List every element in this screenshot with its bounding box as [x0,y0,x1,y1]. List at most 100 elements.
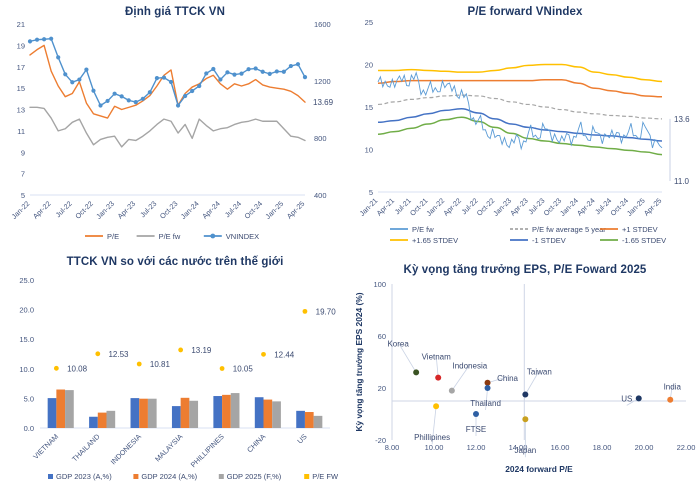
scatter-x-tick: 10.00 [425,443,444,452]
scatter-point-label: FTSE [466,425,486,434]
scatter-y-tick: 60 [378,332,386,341]
valuation-datapoint [133,99,138,105]
world-legend-label: P/E FW [312,472,339,481]
scatter-leader-line [435,355,439,378]
pe-forward-legend-label: +1 STDEV [622,225,658,234]
world-bar [97,412,107,428]
world-pefw-marker [261,351,266,357]
valuation-datapoint [288,63,293,69]
scatter-y-tick: 20 [378,384,386,393]
scatter-x-tick: 18.00 [593,443,612,452]
valuation-x-tick: Jan-22 [10,199,32,221]
panel-valuation: Định giá TTCK VN 21 19 17 15 13 11 9 7 5 1600 1200… [0,0,350,250]
eps-scatter-chart-title: Kỳ vọng tăng trưởng EPS, P/E Foward 2025 [403,264,647,276]
scatter-x-axis-title: 2024 forward P/E [505,464,573,474]
world-bar [56,389,66,428]
valuation-datapoint [98,103,103,108]
valuation-datapoint [204,71,209,76]
world-legend-swatch [218,474,224,479]
valuation-x-tick: Jul-23 [138,199,158,219]
world-x-tick: PHILLIPINES [189,432,226,469]
pe-forward-series-pefw [377,71,663,151]
valuation-datapoint [211,66,216,72]
valuation-datapoint [77,77,82,82]
world-y-tick: 20.0 [19,306,34,315]
world-compare-chart-title: TTCK VN so với các nước trên thế giới [66,256,284,268]
world-bar [222,394,231,428]
valuation-x-tick: Jan-25 [263,199,285,221]
world-pefw-label: 12.53 [108,350,129,359]
valuation-x-tick: Apr-24 [200,199,222,221]
valuation-datapoint [225,70,230,75]
valuation-legend-label: P/E fw [159,232,181,241]
world-bar [213,396,223,428]
scatter-point-label: Vietnam [422,353,452,362]
valuation-datapoint [63,72,68,77]
world-bar [130,398,140,428]
pe-forward-x-tick: Jan-24 [558,196,580,218]
pe-forward-callout-bottom: 11.0 [674,177,690,186]
world-legend-label: GDP 2024 (A,%) [141,472,197,481]
scatter-point [433,403,440,410]
scatter-x-tick: 14.00 [509,443,528,452]
pe-forward-x-tick: Jan-25 [625,196,647,218]
pe-forward-y-tick: 15 [365,103,373,112]
scatter-leader-line [451,364,471,391]
pe-forward-x-tick: Apr-23 [508,196,530,218]
valuation-datapoint [183,93,188,99]
valuation-datapoint [34,37,40,42]
world-bar [180,397,190,428]
scatter-point-label: China [497,374,518,383]
scatter-point [522,416,529,423]
valuation-datapoint [190,88,195,94]
scatter-x-tick: 12.00 [467,443,486,452]
valuation-datapoint [161,75,167,80]
valuation-datapoint [91,88,96,93]
world-x-tick: US [295,432,309,446]
valuation-legend-marker [210,233,216,239]
world-bar [47,398,57,428]
scatter-point-label: India [664,383,682,392]
valuation-series-pefw [29,106,306,148]
valuation-series-vnindex [29,37,306,107]
scatter-point-label: Korea [387,339,409,348]
world-bar [254,397,264,428]
valuation-x-tick: Apr-25 [285,199,307,221]
world-y-tick: 25.0 [19,276,34,285]
valuation-y-tick: 21 [17,20,25,29]
valuation-datapoint [140,96,145,101]
valuation-y-tick: 19 [17,41,25,50]
scatter-point-label: US [621,394,632,403]
world-bar [189,400,199,428]
valuation-y-tick: 5 [21,191,25,200]
world-bar [263,399,273,428]
scatter-point [413,369,420,376]
world-legend-swatch [304,474,310,479]
valuation-datapoint [218,77,223,82]
valuation-datapoint [42,37,47,42]
valuation-x-tick: Apr-23 [116,199,138,221]
valuation-y-tick: 9 [21,148,25,157]
pe-forward-legend-label: -1.65 STDEV [622,236,666,245]
pe-forward-x-tick: Jan-23 [491,196,513,218]
world-bar [296,410,305,428]
valuation-x-tick: Jan-23 [94,199,116,221]
scatter-x-tick: 8.00 [385,443,400,452]
world-y-tick: 15.0 [19,335,34,344]
valuation-datapoint [84,67,89,72]
pe-forward-series-165stdev [378,63,663,83]
world-compare-chart: 0.0 5.0 10.0 15.0 20.0 25.0 VIETNAM 10.08 THAILA… [19,276,339,481]
world-y-tick: 10.0 [19,365,34,374]
scatter-x-tick: 20.00 [635,443,654,452]
valuation-datapoint [112,91,117,96]
pe-forward-x-tick: Apr-21 [374,196,396,218]
valuation-x-tick: Oct-22 [73,199,95,221]
world-x-tick: MALAYSIA [153,432,185,464]
valuation-datapoint [281,69,286,74]
scatter-leader-line [487,376,508,384]
valuation-x-tick: Jan-24 [179,199,201,221]
scatter-point [473,411,479,417]
eps-scatter-chart: -20 20 60 100 8.00 10.00 12.00 14.00 16.00 18.00 2… [354,280,695,474]
valuation-datapoint [274,69,279,74]
